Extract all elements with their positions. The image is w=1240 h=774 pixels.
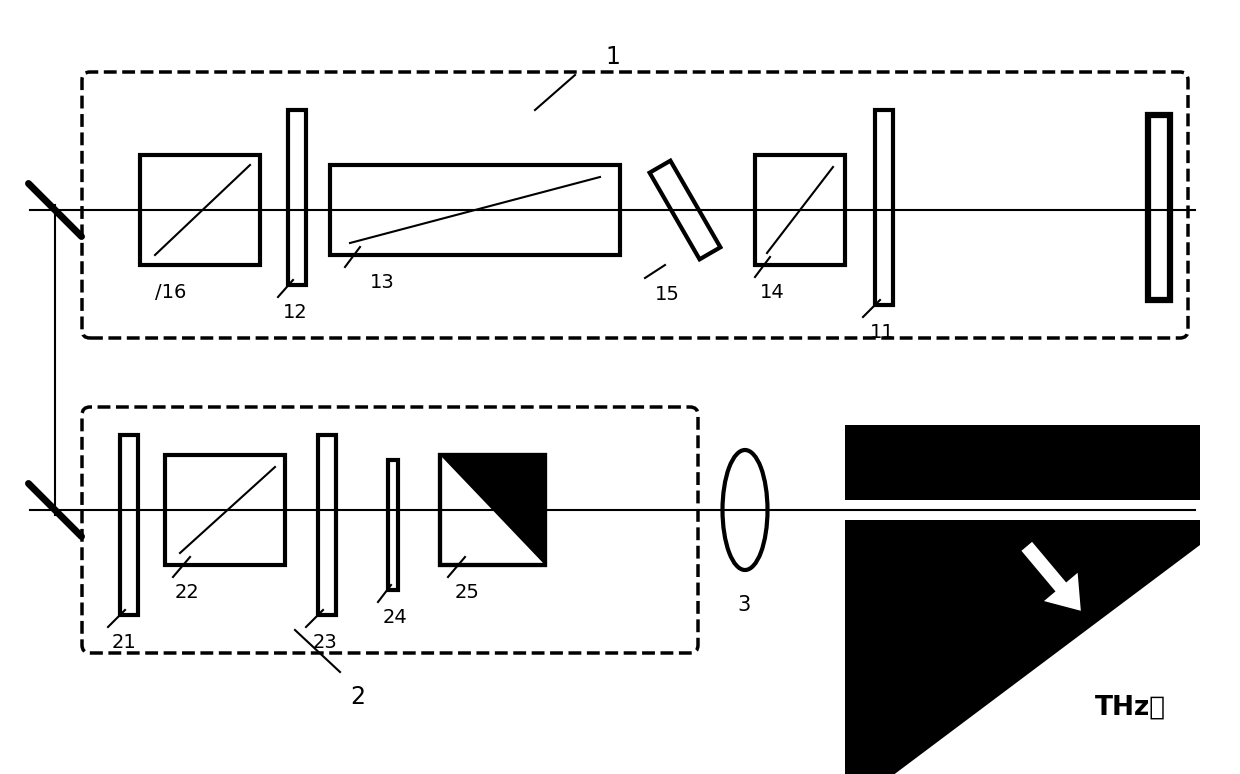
Bar <box>165 455 285 565</box>
Text: 14: 14 <box>760 283 785 302</box>
Text: 11: 11 <box>870 323 895 342</box>
Polygon shape <box>844 545 1200 774</box>
Bar <box>844 500 1200 520</box>
Bar <box>388 460 398 590</box>
Ellipse shape <box>723 450 768 570</box>
Text: 15: 15 <box>655 285 680 304</box>
Text: /16: /16 <box>155 283 186 302</box>
Polygon shape <box>440 455 546 565</box>
Bar <box>288 110 306 285</box>
Text: 13: 13 <box>370 273 394 292</box>
Polygon shape <box>650 161 720 259</box>
Bar <box>875 110 893 305</box>
Text: 24: 24 <box>383 608 408 627</box>
Text: 2: 2 <box>350 685 365 709</box>
Text: 21: 21 <box>112 633 136 652</box>
Bar <box>844 425 1200 545</box>
Text: THz波: THz波 <box>1095 695 1166 721</box>
Bar <box>440 455 546 565</box>
Bar <box>755 155 844 265</box>
Bar <box>1148 115 1171 300</box>
Text: 22: 22 <box>175 583 200 602</box>
Polygon shape <box>1021 540 1083 612</box>
Text: 12: 12 <box>283 303 308 322</box>
Bar <box>440 455 546 565</box>
Text: 25: 25 <box>455 583 480 602</box>
Bar <box>140 155 260 265</box>
Text: 23: 23 <box>312 633 337 652</box>
Text: 3: 3 <box>737 595 750 615</box>
Text: 1: 1 <box>605 45 620 69</box>
Bar <box>317 435 336 615</box>
Bar <box>330 165 620 255</box>
Bar <box>120 435 138 615</box>
